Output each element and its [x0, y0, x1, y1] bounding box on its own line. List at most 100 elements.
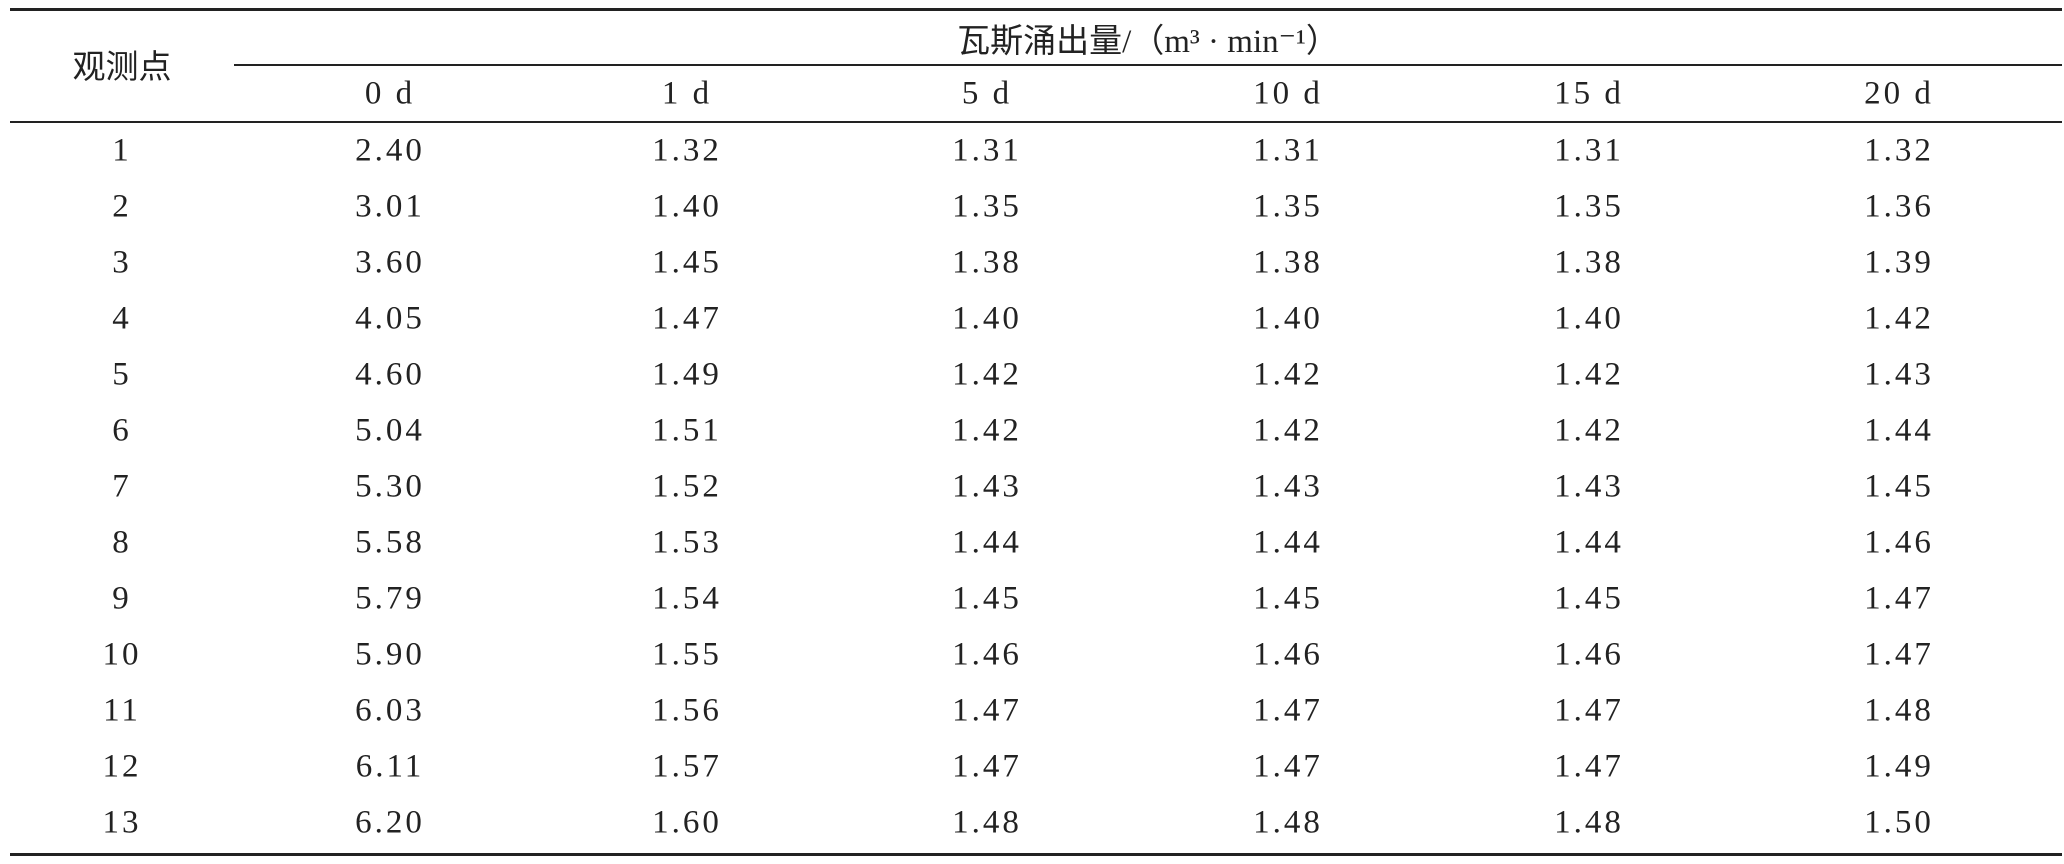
- data-cell: 1.46: [952, 636, 1022, 673]
- header-rule: [10, 121, 2062, 123]
- data-cell: 1.42: [1864, 300, 1934, 337]
- data-cell: 1.31: [952, 132, 1022, 169]
- row-label: 4: [112, 300, 132, 337]
- data-cell: 4.60: [355, 356, 425, 393]
- data-cell: 1.38: [1554, 244, 1624, 281]
- data-cell: 5.79: [355, 580, 425, 617]
- data-cell: 1.38: [952, 244, 1022, 281]
- column-header: 0 d: [364, 75, 416, 112]
- data-cell: 1.47: [952, 748, 1022, 785]
- group-rule: [234, 64, 2062, 66]
- data-cell: 1.31: [1253, 132, 1323, 169]
- data-cell: 1.48: [1554, 804, 1624, 841]
- data-cell: 1.47: [1864, 636, 1934, 673]
- data-cell: 1.39: [1864, 244, 1934, 281]
- data-cell: 1.35: [1554, 188, 1624, 225]
- data-cell: 1.45: [952, 580, 1022, 617]
- row-label-header: 观测点: [72, 50, 172, 86]
- data-cell: 6.11: [355, 748, 425, 785]
- top-rule: [10, 8, 2062, 11]
- data-cell: 1.42: [1253, 412, 1323, 449]
- data-cell: 1.32: [652, 132, 722, 169]
- data-cell: 1.31: [1554, 132, 1624, 169]
- data-cell: 4.05: [355, 300, 425, 337]
- data-cell: 1.40: [952, 300, 1022, 337]
- data-cell: 1.38: [1253, 244, 1323, 281]
- data-cell: 1.53: [652, 524, 722, 561]
- data-cell: 1.47: [952, 692, 1022, 729]
- data-cell: 1.51: [652, 412, 722, 449]
- data-cell: 1.46: [1864, 524, 1934, 561]
- column-header: 5 d: [961, 75, 1013, 112]
- row-label: 2: [112, 188, 132, 225]
- group-header: 瓦斯涌出量/（m³ · min⁻¹）: [957, 24, 1339, 60]
- row-label: 9: [112, 580, 132, 617]
- data-cell: 1.43: [952, 468, 1022, 505]
- data-cell: 1.49: [652, 356, 722, 393]
- data-cell: 1.48: [952, 804, 1022, 841]
- data-cell: 1.44: [1554, 524, 1624, 561]
- data-cell: 1.43: [1253, 468, 1323, 505]
- row-label: 3: [112, 244, 132, 281]
- row-label: 8: [112, 524, 132, 561]
- data-cell: 1.43: [1864, 356, 1934, 393]
- data-cell: 1.42: [952, 412, 1022, 449]
- data-cell: 5.30: [355, 468, 425, 505]
- data-cell: 1.36: [1864, 188, 1934, 225]
- data-cell: 1.47: [1864, 580, 1934, 617]
- data-cell: 1.47: [1253, 748, 1323, 785]
- row-label: 10: [102, 636, 142, 673]
- data-cell: 1.40: [1253, 300, 1323, 337]
- row-label: 6: [112, 412, 132, 449]
- data-cell: 1.60: [652, 804, 722, 841]
- data-cell: 1.40: [1554, 300, 1624, 337]
- data-cell: 1.47: [1554, 692, 1624, 729]
- data-cell: 1.49: [1864, 748, 1934, 785]
- row-label: 13: [102, 804, 142, 841]
- data-cell: 3.60: [355, 244, 425, 281]
- data-cell: 1.35: [952, 188, 1022, 225]
- data-cell: 1.57: [652, 748, 722, 785]
- data-cell: 2.40: [355, 132, 425, 169]
- data-cell: 6.03: [355, 692, 425, 729]
- bottom-rule: [10, 853, 2062, 856]
- data-cell: 1.46: [1253, 636, 1323, 673]
- row-label: 12: [102, 748, 142, 785]
- data-cell: 1.47: [652, 300, 722, 337]
- data-cell: 5.90: [355, 636, 425, 673]
- data-cell: 3.01: [355, 188, 425, 225]
- data-cell: 1.44: [1253, 524, 1323, 561]
- column-header: 15 d: [1554, 75, 1624, 112]
- data-cell: 1.40: [652, 188, 722, 225]
- data-cell: 1.50: [1864, 804, 1934, 841]
- data-cell: 1.45: [1253, 580, 1323, 617]
- data-cell: 1.32: [1864, 132, 1934, 169]
- data-cell: 1.42: [1253, 356, 1323, 393]
- data-cell: 1.42: [1554, 356, 1624, 393]
- data-cell: 1.48: [1253, 804, 1323, 841]
- column-header: 1 d: [661, 75, 713, 112]
- row-label: 7: [112, 468, 132, 505]
- data-cell: 1.47: [1253, 692, 1323, 729]
- data-cell: 1.45: [652, 244, 722, 281]
- row-label: 11: [103, 692, 141, 729]
- row-label: 5: [112, 356, 132, 393]
- data-cell: 1.45: [1864, 468, 1934, 505]
- data-cell: 1.56: [652, 692, 722, 729]
- data-cell: 6.20: [355, 804, 425, 841]
- data-cell: 1.54: [652, 580, 722, 617]
- data-cell: 1.35: [1253, 188, 1323, 225]
- data-cell: 1.47: [1554, 748, 1624, 785]
- data-cell: 1.52: [652, 468, 722, 505]
- data-cell: 1.46: [1554, 636, 1624, 673]
- data-cell: 1.43: [1554, 468, 1624, 505]
- data-cell: 1.48: [1864, 692, 1934, 729]
- data-cell: 1.45: [1554, 580, 1624, 617]
- column-header: 10 d: [1253, 75, 1323, 112]
- data-cell: 1.44: [952, 524, 1022, 561]
- data-cell: 1.42: [952, 356, 1022, 393]
- data-cell: 1.55: [652, 636, 722, 673]
- data-cell: 5.58: [355, 524, 425, 561]
- column-header: 20 d: [1864, 75, 1934, 112]
